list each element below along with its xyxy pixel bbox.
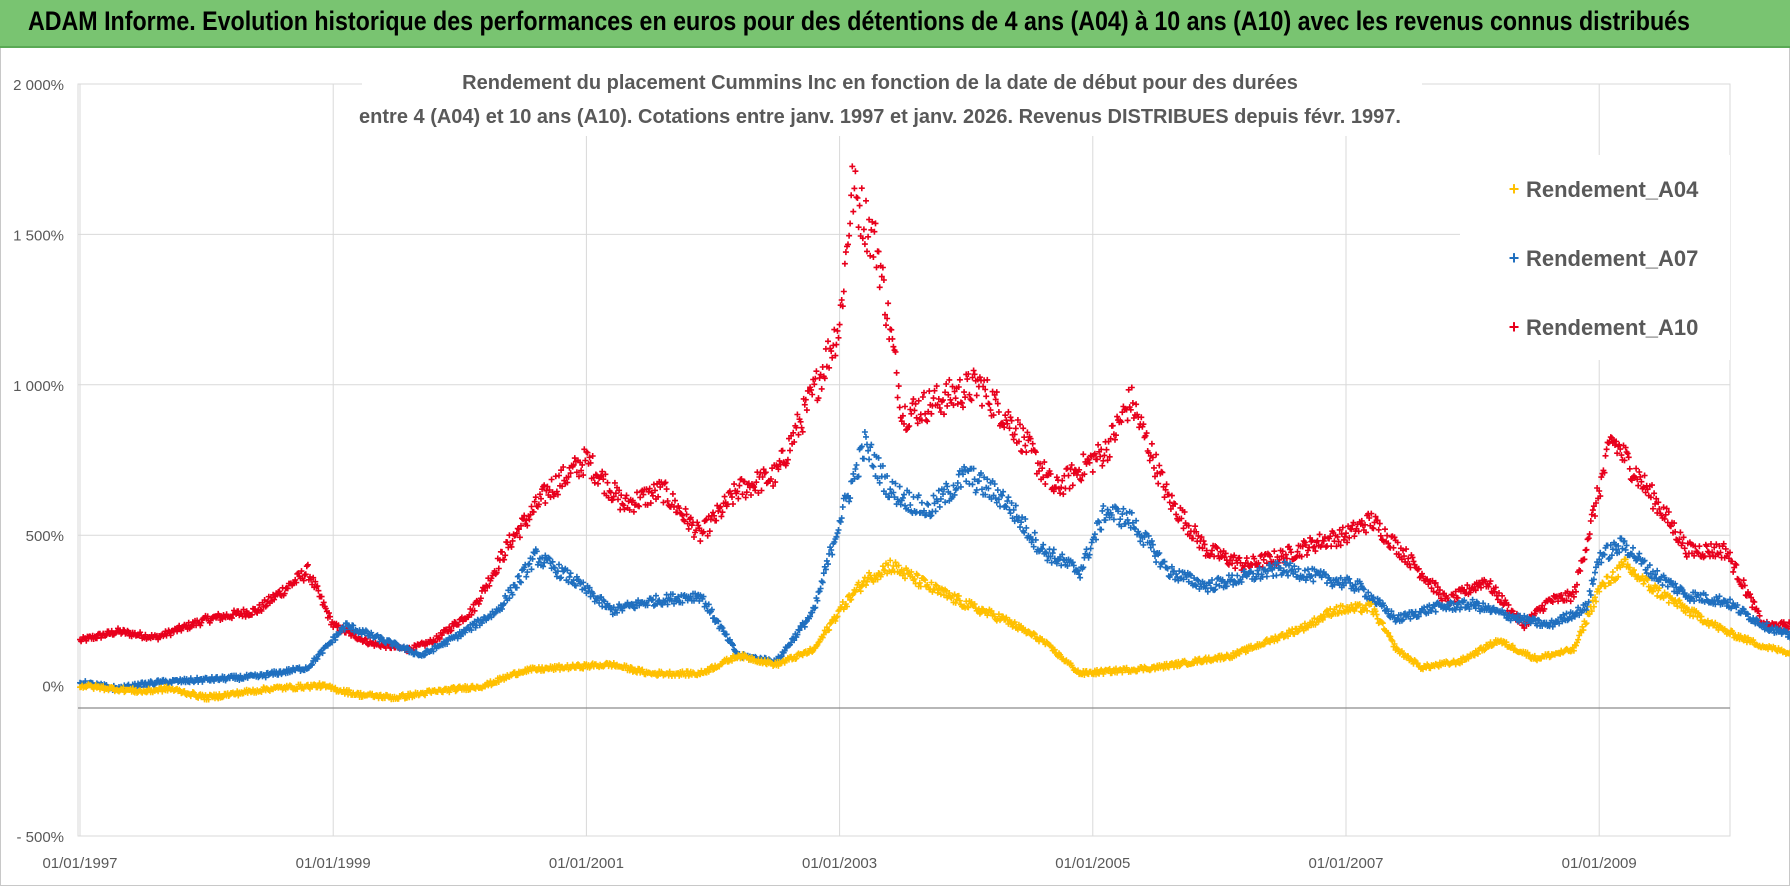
y-axis-labels: - 500% 0% 500% 1 000% 1 500% 2 000% — [13, 77, 64, 846]
series-points — [77, 556, 1790, 703]
series-rendement-a07 — [77, 429, 1790, 694]
x-tick-label: 01/01/2007 — [1308, 855, 1383, 872]
legend-marker-a04: + — [1509, 179, 1520, 199]
y-tick-label: 500% — [26, 528, 64, 545]
series-rendement-a04 — [77, 556, 1790, 703]
legend-marker-a10: + — [1509, 317, 1520, 337]
y-tick-label: 2 000% — [13, 77, 64, 94]
x-tick-label: 01/01/1997 — [42, 855, 117, 872]
legend-box — [1460, 155, 1730, 360]
title-banner: ADAM Informe. Evolution historique des p… — [0, 0, 1790, 48]
chart-title-line-1: Rendement du placement Cummins Inc en fo… — [462, 72, 1298, 94]
x-tick-label: 01/01/1999 — [296, 855, 371, 872]
x-tick-label: 01/01/2001 — [549, 855, 624, 872]
legend-marker-a07: + — [1509, 248, 1520, 268]
x-tick-label: 01/01/2009 — [1562, 855, 1637, 872]
banner-title: ADAM Informe. Evolution historique des p… — [28, 6, 1690, 36]
x-tick-label: 01/01/2003 — [802, 855, 877, 872]
data-points — [77, 163, 1790, 703]
chart-title-box — [362, 66, 1422, 136]
y-tick-label: 1 000% — [13, 378, 64, 395]
legend: + Rendement_A04 + Rendement_A07 + Rendem… — [1460, 155, 1730, 360]
x-tick-label: 01/01/2005 — [1055, 855, 1130, 872]
legend-label-a04: Rendement_A04 — [1526, 177, 1699, 202]
x-axis-labels: 01/01/1997 01/01/1999 01/01/2001 01/01/2003… — [42, 855, 1637, 872]
y-tick-label: 1 500% — [13, 227, 64, 244]
legend-label-a10: Rendement_A10 — [1526, 315, 1698, 340]
gridlines — [77, 83, 1731, 837]
y-tick-label: - 500% — [16, 829, 64, 846]
series-points — [77, 429, 1790, 694]
y-tick-label: 0% — [42, 679, 64, 696]
legend-label-a07: Rendement_A07 — [1526, 246, 1698, 271]
chart-title-line-2: entre 4 (A04) et 10 ans (A10). Cotations… — [359, 106, 1401, 128]
